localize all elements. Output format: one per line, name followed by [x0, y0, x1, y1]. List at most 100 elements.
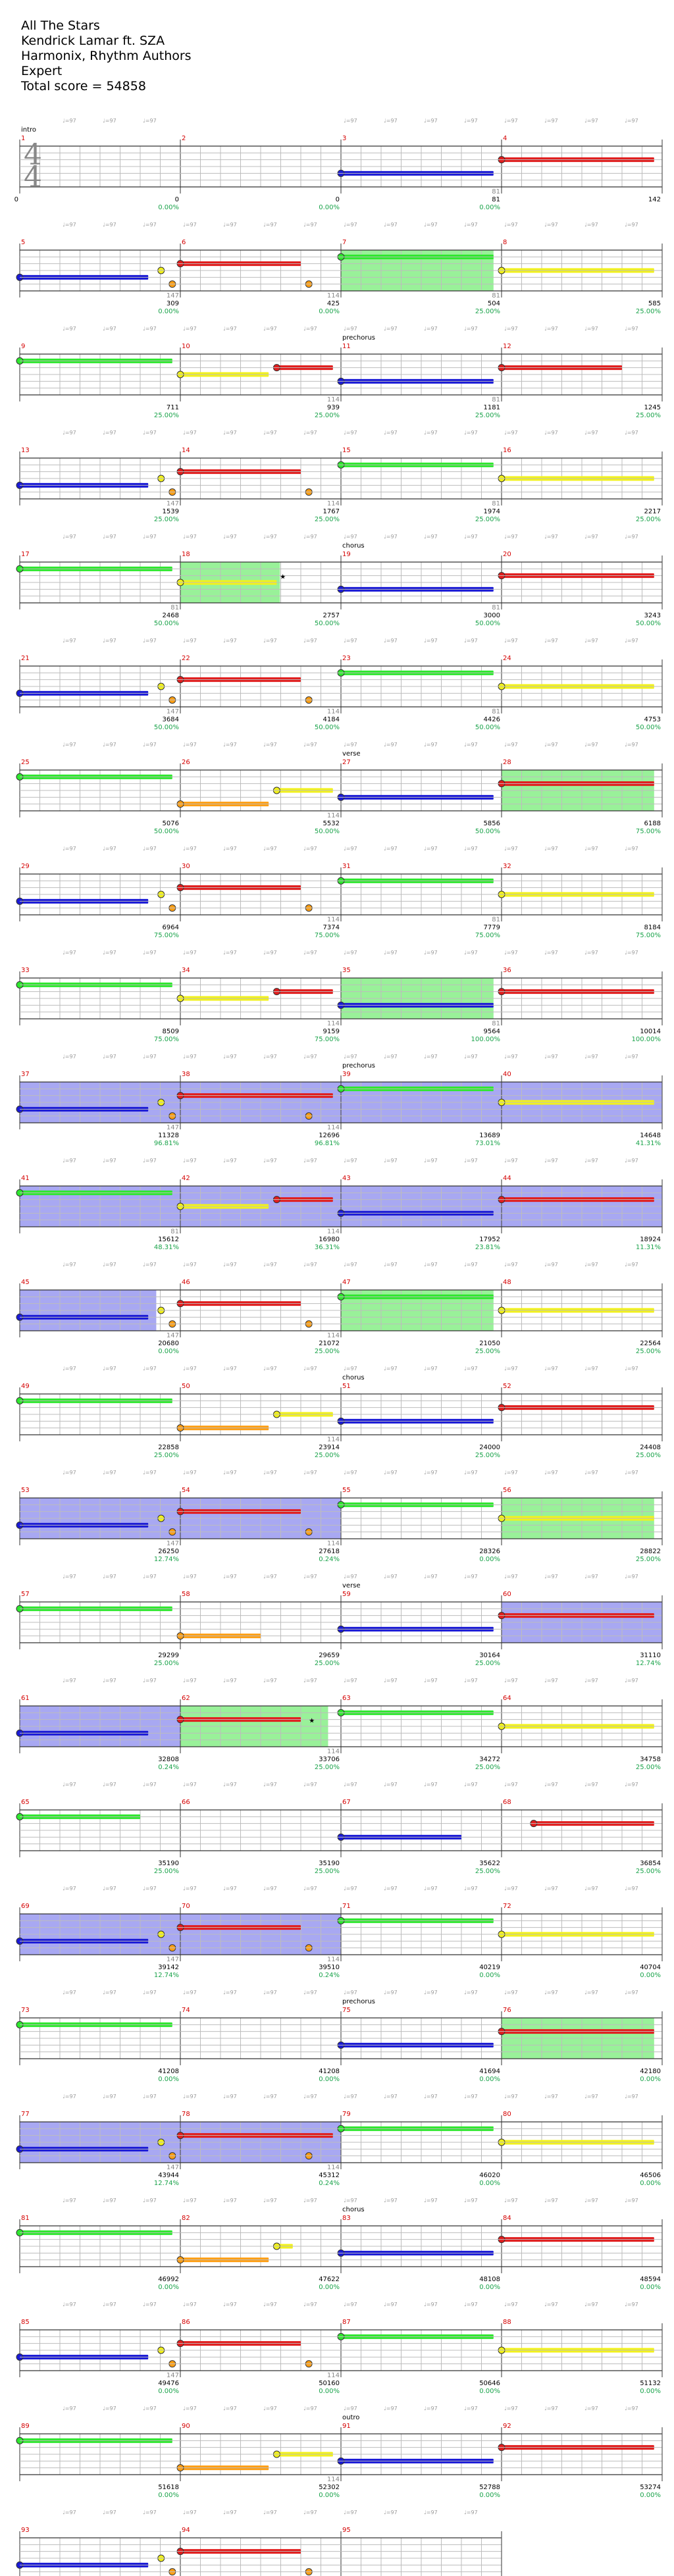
- star-marker: ★: [309, 1718, 315, 1725]
- measure-number: 67: [342, 1799, 351, 1806]
- tempo-marker: ♩=97: [143, 638, 157, 644]
- measure-score: 309: [167, 300, 179, 307]
- tempo-marker: ♩=97: [223, 2302, 237, 2307]
- measure-number: 54: [182, 1487, 190, 1494]
- tempo-marker: ♩=97: [303, 534, 317, 540]
- tempo-marker: ♩=97: [384, 2302, 398, 2307]
- measure-score: 1181: [484, 404, 500, 411]
- tempo-marker: ♩=97: [464, 1158, 478, 1164]
- measure-number: 81: [21, 2215, 30, 2222]
- tempo-marker: ♩=97: [143, 1886, 157, 1892]
- tempo-marker: ♩=97: [625, 1574, 638, 1580]
- tempo-marker: ♩=97: [103, 1158, 117, 1164]
- tempo-marker: ♩=97: [584, 1470, 598, 1476]
- overdrive-percent: 25.00%: [154, 1660, 179, 1667]
- row-end-score: 1245: [644, 404, 661, 411]
- tempo-marker: ♩=97: [183, 1054, 197, 1060]
- measure-score: 21072: [319, 1340, 340, 1347]
- tempo-marker: ♩=97: [223, 1678, 237, 1684]
- measure-score: 26250: [158, 1548, 179, 1555]
- tempo-marker: ♩=97: [544, 1158, 558, 1164]
- measure-number: 72: [503, 1903, 511, 1910]
- measure-number: 91: [342, 2423, 351, 2430]
- overdrive-percent: 73.01%: [475, 1140, 500, 1147]
- staff-row: [16, 1803, 663, 1857]
- tempo-marker: ♩=97: [183, 950, 197, 956]
- measure-number: 65: [21, 1799, 30, 1806]
- tempo-marker: ♩=97: [263, 742, 277, 748]
- row-end-score: 53274: [640, 2484, 661, 2491]
- staff-row: [16, 1491, 663, 1545]
- tempo-marker: ♩=97: [263, 1262, 277, 1268]
- overdrive-percent: 25.00%: [315, 1764, 340, 1771]
- tempo-marker: ♩=97: [344, 1574, 357, 1580]
- tempo-marker: ♩=97: [544, 638, 558, 644]
- star-marker: ★: [280, 574, 286, 581]
- tempo-marker: ♩=97: [384, 950, 398, 956]
- measure-number: 16: [503, 447, 511, 454]
- tempo-marker: ♩=97: [464, 1366, 478, 1372]
- tempo-marker: ♩=97: [464, 1990, 478, 1996]
- row-end-percent: 25.00%: [636, 1764, 661, 1771]
- tempo-marker: ♩=97: [464, 2406, 478, 2411]
- tempo-marker: ♩=97: [63, 118, 76, 124]
- tempo-marker: ♩=97: [183, 1470, 197, 1476]
- row-end-percent: 25.00%: [636, 1452, 661, 1459]
- overdrive-percent: 50.00%: [315, 620, 340, 627]
- tempo-marker: ♩=97: [263, 2510, 277, 2515]
- measure-score: 939: [327, 404, 340, 411]
- tempo-marker: ♩=97: [464, 2198, 478, 2203]
- tempo-marker: ♩=97: [544, 1574, 558, 1580]
- measure-score: 1974: [484, 508, 500, 515]
- measure-number: 89: [21, 2423, 30, 2430]
- section-label: verse: [342, 750, 361, 758]
- tempo-marker: ♩=97: [424, 1262, 438, 1268]
- row-end-percent: 0.00%: [640, 2284, 661, 2291]
- measure-number: 36: [503, 967, 511, 974]
- measure-number: 11: [342, 343, 351, 350]
- tempo-marker: ♩=97: [183, 430, 197, 436]
- tempo-marker: ♩=97: [143, 846, 157, 852]
- row-end-score: 8184: [644, 924, 661, 931]
- tempo-marker: ♩=97: [183, 2510, 197, 2515]
- note-count-label: 114: [327, 2164, 340, 2171]
- row-end-percent: 50.00%: [636, 724, 661, 731]
- tempo-marker: ♩=97: [223, 1366, 237, 1372]
- tempo-marker: ♩=97: [303, 1366, 317, 1372]
- tempo-marker: ♩=97: [303, 2094, 317, 2099]
- tempo-marker: ♩=97: [63, 846, 76, 852]
- tempo-marker: ♩=97: [183, 2302, 197, 2307]
- tempo-marker: ♩=97: [544, 2302, 558, 2307]
- measure-score: 7779: [484, 924, 500, 931]
- tempo-marker: ♩=97: [544, 1782, 558, 1788]
- measure-number: 35: [342, 967, 351, 974]
- tempo-marker: ♩=97: [384, 1886, 398, 1892]
- tempo-marker: ♩=97: [384, 638, 398, 644]
- tempo-marker: ♩=97: [625, 1886, 638, 1892]
- note-count-label: 114: [327, 1332, 340, 1339]
- tempo-marker: ♩=97: [303, 1782, 317, 1788]
- tempo-marker: ♩=97: [183, 742, 197, 748]
- tempo-marker: ♩=97: [344, 950, 357, 956]
- tempo-marker: ♩=97: [263, 2094, 277, 2099]
- tempo-marker: ♩=97: [344, 2302, 357, 2307]
- tempo-marker: ♩=97: [63, 2302, 76, 2307]
- measure-number: 7: [342, 239, 346, 246]
- tempo-marker: ♩=97: [103, 1574, 117, 1580]
- tempo-marker: ♩=97: [584, 118, 598, 124]
- tempo-marker: ♩=97: [143, 118, 157, 124]
- tempo-marker: ♩=97: [464, 1054, 478, 1060]
- tempo-marker: ♩=97: [63, 1262, 76, 1268]
- row-end-score: 6188: [644, 820, 661, 827]
- tempo-marker: ♩=97: [263, 950, 277, 956]
- measure-number: 24: [503, 655, 511, 662]
- tempo-marker: ♩=97: [424, 1574, 438, 1580]
- tempo-marker: ♩=97: [263, 1574, 277, 1580]
- tempo-marker: ♩=97: [303, 1574, 317, 1580]
- row-end-score: 28822: [640, 1548, 661, 1555]
- tempo-marker: ♩=97: [544, 1054, 558, 1060]
- tempo-marker: ♩=97: [544, 2406, 558, 2411]
- measure-number: 51: [342, 1383, 351, 1390]
- note-count-label: 114: [327, 1436, 340, 1443]
- overdrive-percent: 25.00%: [475, 412, 500, 419]
